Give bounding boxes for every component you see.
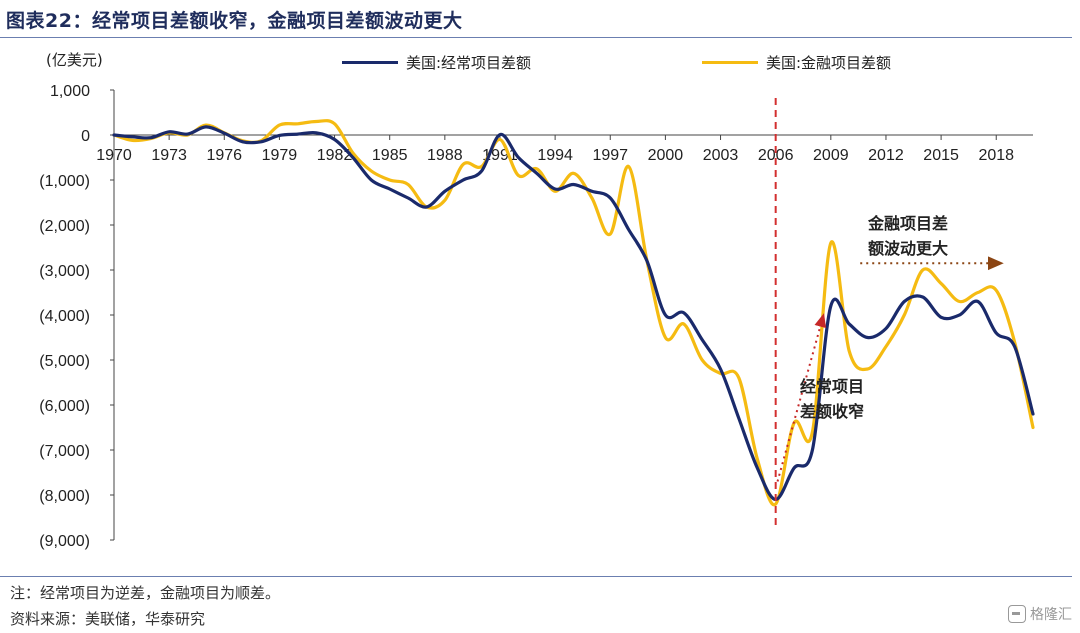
- legend-label-current-account: 美国:经常项目差额: [406, 54, 532, 72]
- annotation-financial-volatility: 额波动更大: [868, 239, 948, 258]
- x-tick-label: 1970: [96, 147, 132, 164]
- series-line-current-account: [112, 125, 1035, 502]
- x-tick-label: 1976: [206, 147, 242, 164]
- x-tick-label: 2000: [648, 147, 684, 164]
- y-tick-label: (9,000): [39, 533, 90, 550]
- legend-label-financial-account: 美国:金融项目差额: [766, 54, 892, 72]
- footnote: 注：经常项目为逆差，金融项目为顺差。: [10, 584, 281, 602]
- x-tick-label: 1973: [151, 147, 187, 164]
- legend-swatch-financial-account: [702, 61, 758, 64]
- footer-divider: [0, 576, 1072, 577]
- y-tick-label: (8,000): [39, 488, 90, 505]
- annotation-current-narrowing: 差额收窄: [800, 402, 864, 421]
- y-tick-label: 0: [81, 128, 90, 145]
- x-tick-label: 2006: [758, 147, 794, 164]
- watermark: 格隆汇: [1008, 604, 1072, 624]
- x-tick-label: 2003: [703, 147, 739, 164]
- source-note: 资料来源：美联储，华泰研究: [10, 610, 206, 628]
- x-tick-label: 1988: [427, 147, 463, 164]
- figure-title: 图表22：经常项目差额收窄，金融项目差额波动更大: [6, 10, 463, 32]
- x-tick-label: 2015: [923, 147, 959, 164]
- y-tick-label: (1,000): [39, 173, 90, 190]
- y-tick-label: (4,000): [39, 308, 90, 325]
- x-tick-label: 2012: [868, 147, 904, 164]
- x-tick-label: 1985: [372, 147, 408, 164]
- y-axis-unit-label: (亿美元): [46, 51, 103, 69]
- x-tick-label: 1997: [592, 147, 628, 164]
- annotation-current-narrowing: 经常项目: [800, 377, 864, 396]
- y-tick-label: (5,000): [39, 353, 90, 370]
- x-tick-label: 2018: [978, 147, 1014, 164]
- y-tick-label: (7,000): [39, 443, 90, 460]
- y-tick-label: (6,000): [39, 398, 90, 415]
- y-tick-label: (3,000): [39, 263, 90, 280]
- title-divider: [0, 37, 1072, 38]
- legend-item-current-account: 美国:经常项目差额: [342, 52, 531, 73]
- x-tick-label: 1979: [262, 147, 298, 164]
- legend-swatch-current-account: [342, 61, 398, 64]
- y-tick-label: 1,000: [50, 83, 90, 100]
- x-tick-label: 1994: [537, 147, 573, 164]
- watermark-logo-icon: [1008, 605, 1026, 623]
- legend-item-financial-account: 美国:金融项目差额: [702, 52, 891, 73]
- x-tick-label: 1982: [317, 147, 353, 164]
- y-tick-label: (2,000): [39, 218, 90, 235]
- annotation-financial-volatility: 金融项目差: [867, 214, 948, 233]
- x-tick-label: 2009: [813, 147, 849, 164]
- watermark-text: 格隆汇: [1030, 607, 1072, 623]
- series-line-financial-account: [112, 119, 1035, 507]
